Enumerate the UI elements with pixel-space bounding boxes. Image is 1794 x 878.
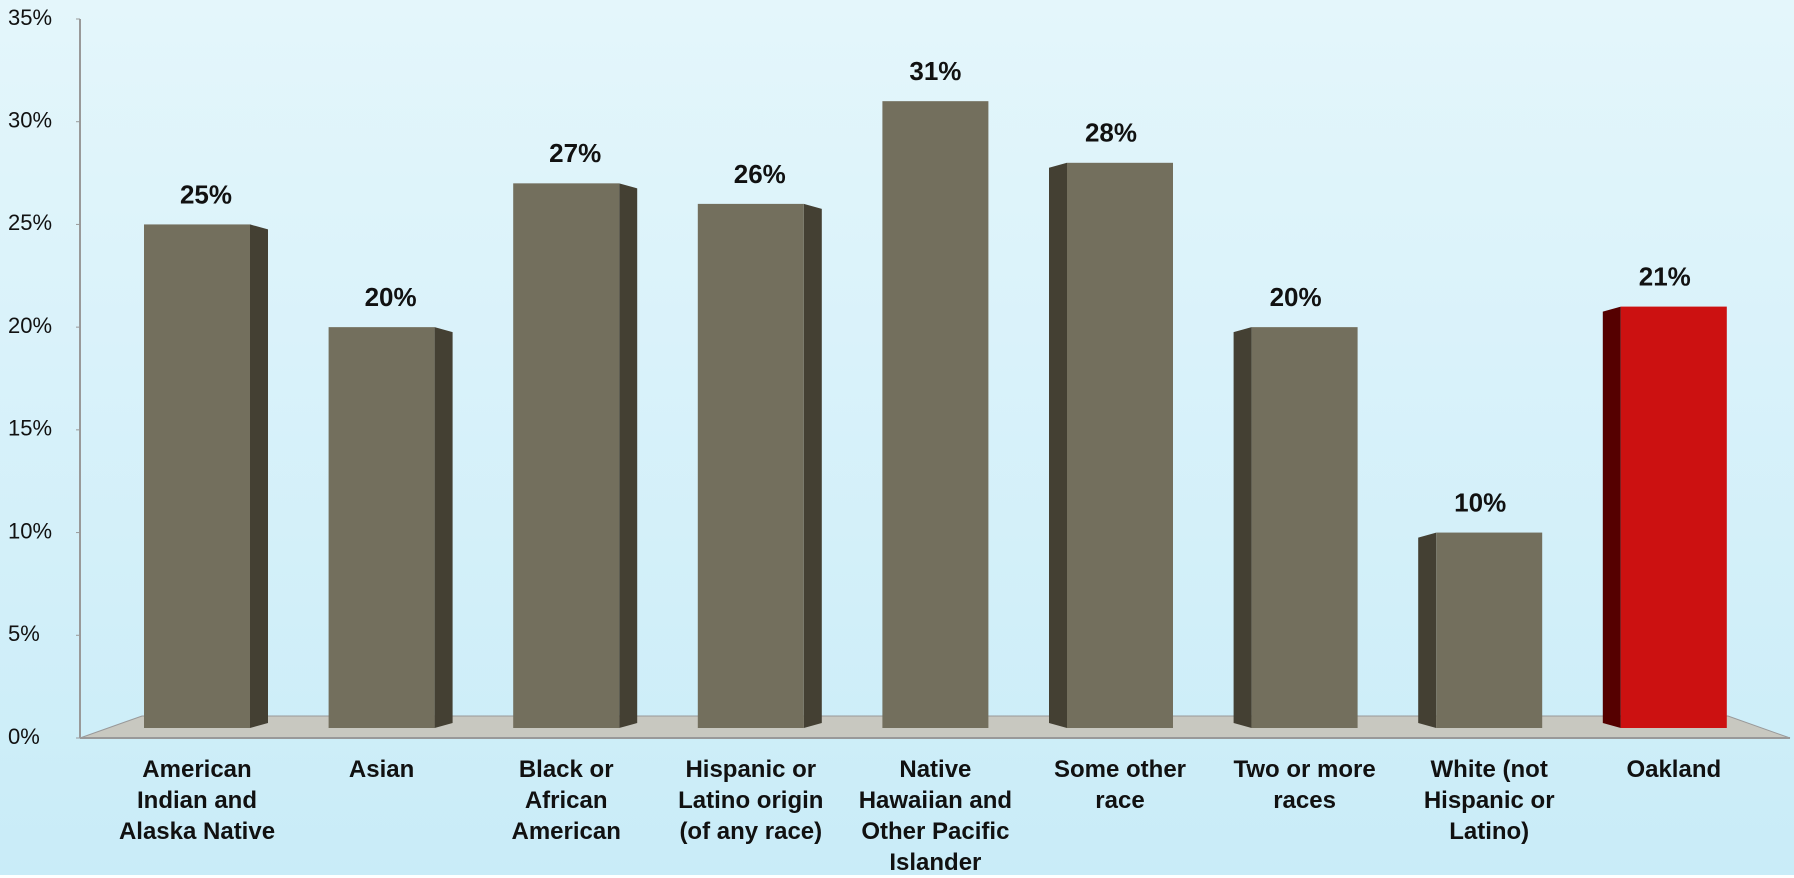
x-tick-label: Asian	[348, 756, 415, 783]
bar	[513, 183, 620, 729]
y-tick-label: 25%	[8, 210, 52, 235]
bar-side	[1049, 162, 1067, 729]
x-tick-label: American Indian and Alaska Native	[118, 756, 276, 845]
y-tick-label: 0%	[8, 724, 40, 749]
bar	[697, 203, 804, 728]
x-tick-label: Oakland	[1626, 756, 1722, 783]
bar	[1067, 162, 1173, 729]
x-tick-label: Two or more races	[1233, 756, 1376, 814]
bar-side	[1418, 532, 1437, 728]
value-label: 10%	[1454, 487, 1506, 517]
bar-side	[619, 183, 638, 729]
value-label: 31%	[909, 56, 961, 86]
x-tick-label: Some other race	[1053, 756, 1187, 814]
bar-side	[434, 327, 453, 728]
y-tick-label: 10%	[8, 518, 52, 543]
y-tick-label: 30%	[8, 108, 52, 133]
value-label: 26%	[734, 159, 786, 189]
bar	[328, 327, 435, 728]
value-label: 20%	[1270, 282, 1322, 312]
bar	[1620, 306, 1727, 728]
bar-side	[1233, 327, 1252, 728]
bar	[1251, 327, 1358, 728]
value-label: 25%	[180, 179, 232, 209]
x-tick-label: Black or African American	[511, 756, 621, 845]
x-tick-label: White (not Hispanic or Latino)	[1423, 756, 1555, 845]
y-tick-label: 15%	[8, 416, 52, 441]
x-tick-label: Native Hawaiian and Other Pacific Island…	[858, 756, 1013, 876]
bar-side	[250, 224, 268, 728]
x-tick-label: Hispanic or Latino origin (of any race)	[678, 756, 824, 845]
bar-side	[803, 203, 822, 728]
y-tick-label: 20%	[8, 313, 52, 338]
bar	[882, 101, 989, 728]
value-label: 21%	[1639, 261, 1691, 291]
value-label: 28%	[1085, 118, 1137, 148]
bar	[144, 224, 250, 728]
y-tick-label: 35%	[8, 5, 52, 30]
bar	[1436, 532, 1543, 728]
value-label: 20%	[365, 282, 417, 312]
bar-side	[1602, 306, 1621, 728]
y-tick-label: 5%	[8, 621, 40, 646]
value-label: 27%	[549, 138, 601, 168]
